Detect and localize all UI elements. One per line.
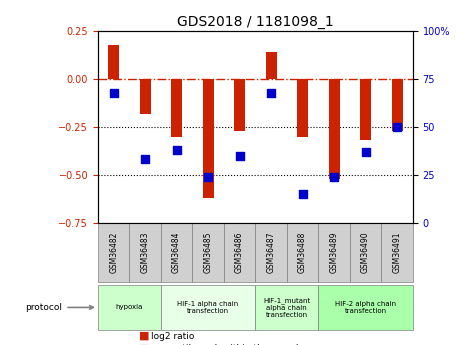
FancyBboxPatch shape bbox=[287, 223, 319, 282]
Point bbox=[299, 191, 306, 197]
Text: hypoxia: hypoxia bbox=[116, 304, 143, 310]
Bar bbox=[392, 79, 403, 131]
Text: GSM36483: GSM36483 bbox=[140, 231, 150, 273]
Text: GSM36488: GSM36488 bbox=[298, 231, 307, 273]
Text: HIF-1 alpha chain
transfection: HIF-1 alpha chain transfection bbox=[178, 301, 239, 314]
FancyBboxPatch shape bbox=[224, 223, 255, 282]
Point bbox=[110, 90, 117, 95]
Point bbox=[330, 174, 338, 179]
FancyBboxPatch shape bbox=[98, 285, 161, 330]
Point bbox=[141, 157, 149, 162]
FancyBboxPatch shape bbox=[161, 223, 193, 282]
FancyBboxPatch shape bbox=[129, 223, 161, 282]
Bar bbox=[171, 79, 182, 137]
Text: protocol: protocol bbox=[26, 303, 93, 312]
Point bbox=[362, 149, 369, 155]
Text: GSM36486: GSM36486 bbox=[235, 231, 244, 273]
FancyBboxPatch shape bbox=[193, 223, 224, 282]
FancyBboxPatch shape bbox=[98, 223, 129, 282]
Text: GSM36489: GSM36489 bbox=[330, 231, 339, 273]
FancyBboxPatch shape bbox=[319, 285, 413, 330]
FancyBboxPatch shape bbox=[319, 223, 350, 282]
Text: GSM36490: GSM36490 bbox=[361, 231, 370, 273]
Title: GDS2018 / 1181098_1: GDS2018 / 1181098_1 bbox=[177, 15, 334, 29]
Bar bbox=[203, 79, 213, 198]
Text: log2 ratio: log2 ratio bbox=[152, 332, 195, 341]
FancyBboxPatch shape bbox=[255, 223, 287, 282]
Bar bbox=[329, 79, 339, 179]
Text: GSM36482: GSM36482 bbox=[109, 231, 118, 273]
FancyBboxPatch shape bbox=[350, 223, 381, 282]
Text: HIF-1_mutant
alpha chain
transfection: HIF-1_mutant alpha chain transfection bbox=[263, 297, 311, 318]
FancyBboxPatch shape bbox=[255, 285, 319, 330]
Bar bbox=[108, 45, 119, 79]
Bar bbox=[234, 79, 245, 131]
Point bbox=[205, 174, 212, 179]
Text: GSM36485: GSM36485 bbox=[204, 231, 213, 273]
Text: ■: ■ bbox=[139, 344, 149, 345]
Point bbox=[173, 147, 180, 152]
Text: ■: ■ bbox=[139, 331, 149, 341]
Text: GSM36491: GSM36491 bbox=[392, 231, 402, 273]
Point bbox=[267, 90, 275, 95]
FancyBboxPatch shape bbox=[161, 285, 255, 330]
Text: GSM36487: GSM36487 bbox=[266, 231, 276, 273]
Bar bbox=[360, 79, 371, 140]
Point bbox=[236, 153, 243, 158]
Bar bbox=[140, 79, 151, 114]
Text: GSM36484: GSM36484 bbox=[172, 231, 181, 273]
Text: HIF-2 alpha chain
transfection: HIF-2 alpha chain transfection bbox=[335, 301, 396, 314]
Point bbox=[393, 124, 401, 130]
FancyBboxPatch shape bbox=[381, 223, 413, 282]
Bar bbox=[266, 52, 277, 79]
Bar bbox=[297, 79, 308, 137]
